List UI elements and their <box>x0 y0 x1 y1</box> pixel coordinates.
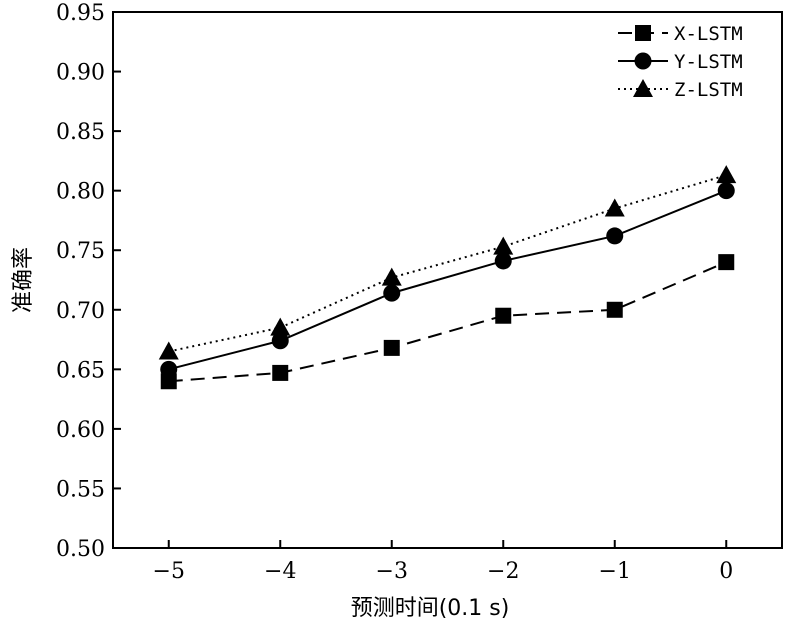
x-tick-label: −1 <box>599 559 631 584</box>
x-lstm-point <box>495 307 512 324</box>
x-tick-label: −4 <box>264 559 296 584</box>
y-axis: 0.50 0.55 0.60 0.65 0.70 0.75 0.80 0.85 0.90 0.95 <box>56 1 121 562</box>
z-lstm-point <box>381 267 402 286</box>
y-lstm-point <box>494 252 512 270</box>
y-tick-label: 0.70 <box>56 299 105 324</box>
legend-marker <box>634 52 652 70</box>
y-axis-title: 准确率 <box>11 247 36 313</box>
x-lstm-point <box>718 254 735 271</box>
legend-label: X-LSTM <box>674 23 743 45</box>
legend-item-z-lstm: Z-LSTM <box>618 79 743 101</box>
plot-area <box>112 11 783 549</box>
y-tick-label: 0.95 <box>56 1 105 26</box>
x-tick-label: −5 <box>153 559 185 584</box>
y-tick-label: 0.90 <box>56 61 105 86</box>
series-x-lstm <box>160 254 735 390</box>
y-tick-label: 0.85 <box>56 120 105 145</box>
x-lstm-point <box>606 301 623 318</box>
x-lstm-point <box>272 364 289 381</box>
x-tick-label: 0 <box>719 559 733 584</box>
series-z-lstm <box>158 165 737 360</box>
legend-label: Z-LSTM <box>674 79 743 101</box>
z-lstm-point <box>493 236 514 255</box>
y-lstm-point <box>271 332 289 350</box>
x-lstm-line <box>168 261 727 383</box>
y-tick-label: 0.80 <box>56 180 105 205</box>
legend-item-x-lstm: X-LSTM <box>618 23 743 45</box>
legend-item-y-lstm: Y-LSTM <box>618 51 743 73</box>
y-tick-label: 0.50 <box>56 537 105 562</box>
y-tick-label: 0.65 <box>56 358 105 383</box>
legend-marker <box>633 79 653 97</box>
x-lstm-point <box>383 339 400 356</box>
z-lstm-line <box>168 174 727 353</box>
series-y-lstm <box>160 182 735 378</box>
y-tick-label: 0.75 <box>56 239 105 264</box>
y-lstm-point <box>383 284 401 302</box>
z-lstm-point <box>158 341 179 360</box>
y-lstm-point <box>717 182 735 200</box>
z-lstm-point <box>270 317 291 336</box>
y-lstm-line <box>168 189 727 371</box>
x-axis-title: 预测时间(0.1 s) <box>351 596 510 621</box>
legend-label: Y-LSTM <box>674 51 743 73</box>
z-lstm-point <box>604 198 625 217</box>
y-lstm-point <box>160 360 178 378</box>
x-lstm-point <box>160 373 177 390</box>
y-tick-label: 0.60 <box>56 418 105 443</box>
z-lstm-point <box>716 165 737 184</box>
y-lstm-point <box>606 227 624 245</box>
legend-marker <box>635 25 651 41</box>
y-tick-label: 0.55 <box>56 477 105 502</box>
x-axis: −5 −4 −3 −2 −1 0 <box>153 540 733 584</box>
x-tick-label: −2 <box>487 559 519 584</box>
legend: X-LSTM Y-LSTM Z-LSTM <box>618 23 743 101</box>
series-layer <box>158 165 737 390</box>
x-tick-label: −3 <box>376 559 408 584</box>
